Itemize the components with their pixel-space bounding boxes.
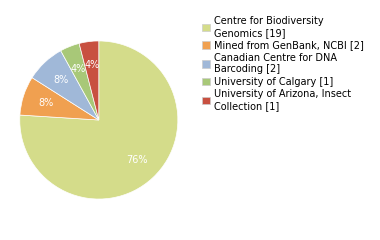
Text: 76%: 76% — [126, 155, 147, 165]
Text: 8%: 8% — [38, 98, 54, 108]
Legend: Centre for Biodiversity
Genomics [19], Mined from GenBank, NCBI [2], Canadian Ce: Centre for Biodiversity Genomics [19], M… — [203, 16, 364, 111]
Wedge shape — [20, 41, 178, 199]
Text: 4%: 4% — [71, 64, 86, 73]
Wedge shape — [32, 51, 99, 120]
Text: 4%: 4% — [84, 60, 100, 70]
Wedge shape — [79, 41, 99, 120]
Wedge shape — [20, 78, 99, 120]
Wedge shape — [61, 43, 99, 120]
Text: 8%: 8% — [53, 75, 68, 85]
